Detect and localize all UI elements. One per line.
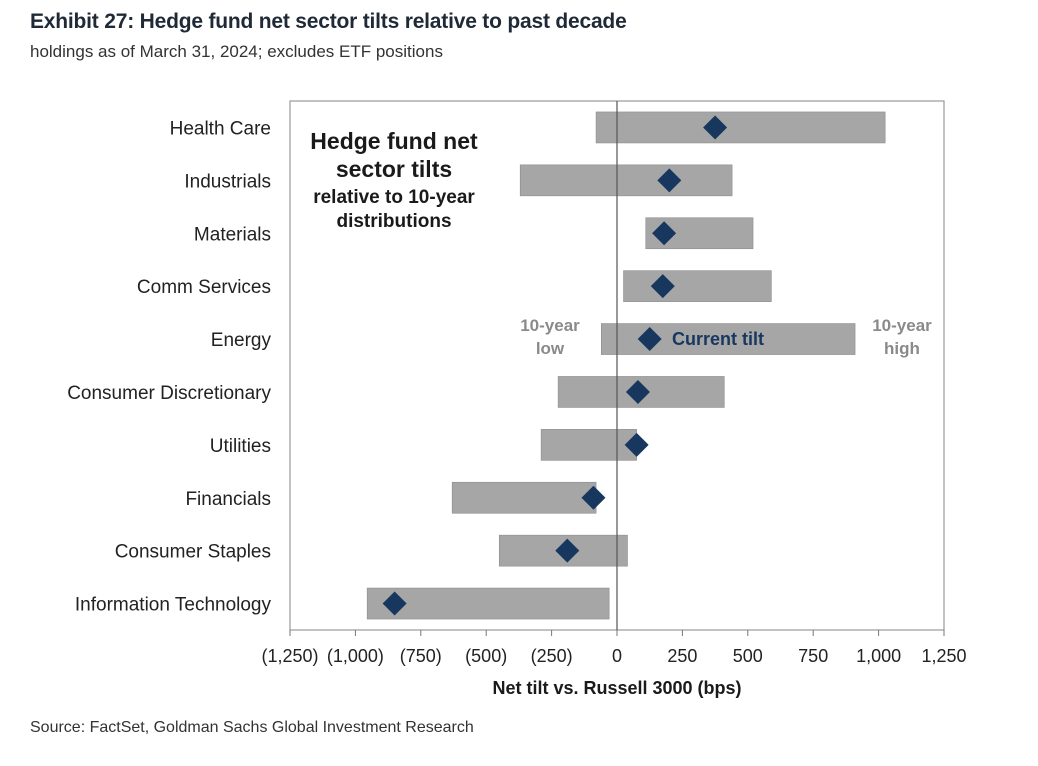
category-label: Materials	[194, 224, 271, 245]
annotation-low-line-2: low	[536, 339, 565, 358]
inset-title-line-4: distributions	[336, 211, 451, 232]
current-tilt-marker	[657, 168, 682, 193]
range-bar	[451, 481, 597, 514]
range-bar	[366, 587, 610, 620]
x-tick-label: 1,000	[856, 646, 901, 666]
source-note: Source: FactSet, Goldman Sachs Global In…	[30, 719, 474, 736]
current-tilt-marker	[703, 115, 728, 140]
annotation-current-tilt: Current tilt	[672, 329, 764, 349]
current-tilt-markers	[382, 115, 728, 616]
category-label: Comm Services	[137, 277, 271, 298]
range-bar	[595, 111, 886, 144]
range-bar	[519, 164, 733, 197]
annotation-10-year-low: 10-year low	[520, 316, 580, 358]
category-label: Industrials	[184, 171, 271, 192]
category-label: Consumer Staples	[115, 542, 271, 563]
x-tick-label: (750)	[400, 646, 442, 666]
sector-tilt-chart: Health Care Industrials Materials Comm Serv…	[67, 100, 967, 698]
x-tick-label: (1,250)	[261, 646, 318, 666]
category-label: Health Care	[170, 118, 271, 139]
range-bars	[366, 111, 886, 620]
current-tilt-marker	[382, 591, 407, 616]
current-tilt-marker	[652, 221, 677, 246]
current-tilt-marker	[625, 379, 650, 404]
annotation-10-year-high: 10-year high	[872, 316, 932, 358]
x-tick-label: 500	[733, 646, 763, 666]
current-tilt-marker	[624, 432, 649, 457]
x-axis-ticks: (1,250) (1,000) (750) (500) (250) 0 250 500 750 1…	[261, 630, 967, 666]
exhibit-title: Exhibit 27: Hedge fund net sector tilts …	[30, 10, 627, 33]
current-tilt-marker	[555, 538, 580, 563]
range-bar	[540, 429, 637, 461]
current-tilt-marker	[650, 274, 675, 299]
x-tick-label: (250)	[531, 646, 573, 666]
x-tick-label: (500)	[465, 646, 507, 666]
current-tilt-marker	[581, 485, 606, 510]
annotation-low-line-1: 10-year	[520, 316, 580, 335]
annotation-high-line-1: 10-year	[872, 316, 932, 335]
category-label: Utilities	[210, 436, 271, 457]
x-tick-label: 250	[667, 646, 697, 666]
inset-title-line-3: relative to 10-year	[313, 187, 475, 208]
category-label: Consumer Discretionary	[67, 383, 271, 404]
current-tilt-marker	[637, 327, 662, 352]
inset-title-line-1: Hedge fund net	[310, 128, 478, 154]
x-axis-title: Net tilt vs. Russell 3000 (bps)	[492, 678, 741, 698]
exhibit-subtitle: holdings as of March 31, 2024; excludes …	[30, 42, 443, 61]
x-tick-label: 0	[612, 646, 622, 666]
category-label: Energy	[211, 330, 272, 351]
inset-title: Hedge fund net sector tilts relative to …	[310, 128, 478, 232]
range-bar	[623, 270, 772, 302]
x-tick-label: 750	[798, 646, 828, 666]
category-label: Financials	[185, 489, 271, 510]
category-labels: Health Care Industrials Materials Comm Serv…	[67, 118, 271, 615]
x-tick-label: 1,250	[921, 646, 966, 666]
annotation-high-line-2: high	[884, 339, 920, 358]
x-tick-label: (1,000)	[327, 646, 384, 666]
category-label: Information Technology	[75, 595, 272, 616]
inset-title-line-2: sector tilts	[336, 156, 452, 182]
